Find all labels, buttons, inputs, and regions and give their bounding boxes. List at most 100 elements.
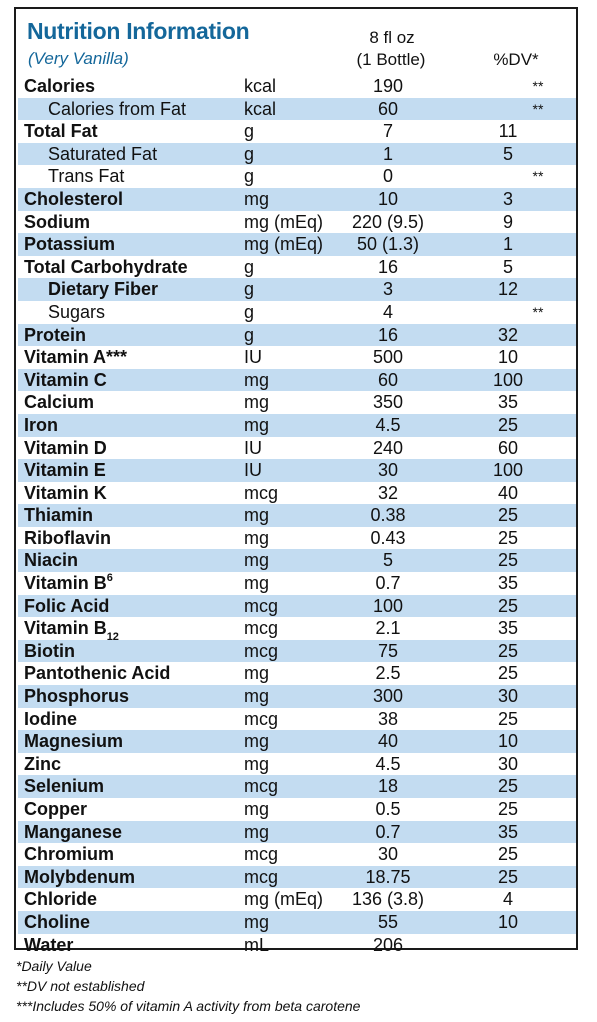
nutrient-unit: mcg	[244, 844, 279, 865]
table-row: Protein g 16 32	[18, 323, 576, 347]
table-row: Vitamin K mcg 32 40	[18, 482, 576, 505]
nutrition-panel: Nutrition Information (Very Vanilla) 8 f…	[14, 7, 578, 955]
nutrient-amount: 30	[377, 460, 399, 481]
nutrient-name: Iron	[24, 414, 58, 435]
nutrient-unit: mcg	[244, 595, 279, 616]
nutrient-daily-value: 30	[497, 753, 519, 774]
nutrient-unit: mcg	[244, 482, 279, 503]
table-row: Chloride mg (mEq) 136 (3.8) 4	[18, 888, 576, 911]
nutrient-name: Pantothenic Acid	[24, 663, 171, 684]
nutrient-amount: 190	[372, 76, 404, 96]
nutrient-amount: 2.1	[375, 618, 401, 639]
table-row: Niacin mg 5 25	[18, 549, 576, 573]
table-row: Vitamin B6 mg 0.7 35	[18, 572, 576, 595]
nutrient-daily-value: 35	[497, 392, 519, 413]
nutrient-unit: mg	[244, 686, 270, 707]
nutrient-unit: mg	[244, 527, 270, 548]
table-row: Vitamin D IU 240 60	[18, 437, 576, 460]
nutrient-daily-value: 25	[497, 595, 519, 616]
nutrient-name: Cholesterol	[24, 188, 124, 209]
nutrient-amount: 206	[372, 934, 404, 955]
nutrient-name: Sodium	[24, 211, 90, 232]
nutrient-unit: mg	[244, 731, 270, 752]
nutrient-daily-value: 25	[497, 708, 519, 729]
table-row: Iodine mcg 38 25	[18, 708, 576, 731]
nutrient-daily-value: 25	[497, 663, 519, 684]
nutrient-unit: mcg	[244, 640, 279, 661]
nutrient-amount: 7	[382, 121, 393, 142]
nutrient-name: Total Carbohydrate	[24, 256, 188, 277]
nutrient-unit: mcg	[244, 618, 279, 639]
nutrient-name: Sugars	[48, 301, 106, 322]
table-row: Vitamin B12 mcg 2.1 35	[18, 617, 576, 643]
table-row: Calories from Fat kcal 60 **	[18, 97, 576, 121]
nutrient-amount: 0.38	[370, 505, 406, 526]
nutrient-name: Vitamin B6	[24, 572, 113, 594]
nutrient-daily-value: 25	[497, 799, 519, 819]
nutrient-name: Vitamin A***	[24, 347, 128, 368]
nutrient-amount: 0.5	[375, 799, 401, 819]
table-row: Saturated Fat g 1 5	[18, 142, 576, 166]
nutrient-daily-value: 25	[497, 550, 519, 571]
nutrient-name: Trans Fat	[48, 166, 125, 187]
nutrient-amount: 55	[377, 911, 399, 932]
table-row: Vitamin A*** IU 500 10	[18, 346, 576, 369]
nutrient-unit: g	[244, 256, 255, 277]
nutrient-daily-value: 25	[497, 414, 519, 435]
nutrient-amount: 0.7	[375, 821, 401, 842]
nutrient-amount: 4	[382, 301, 393, 322]
nutrient-name: Vitamin K	[24, 482, 107, 503]
nutrient-unit: IU	[244, 460, 262, 481]
nutrient-amount: 4.5	[375, 753, 401, 774]
nutrient-amount: 50 (1.3)	[356, 234, 420, 255]
nutrient-amount: 3	[382, 279, 393, 300]
table-row: Cholesterol mg 10 3	[18, 187, 576, 211]
table-row: Pantothenic Acid mg 2.5 25	[18, 662, 576, 685]
nutrient-amount: 0.43	[370, 527, 406, 548]
nutrient-daily-value: 4	[502, 889, 513, 910]
table-row: Sugars g 4 **	[18, 301, 576, 324]
nutrient-name: Calories	[24, 76, 96, 96]
nutrient-daily-value: **	[532, 168, 544, 185]
nutrient-unit: g	[244, 121, 255, 142]
nutrient-amount: 4.5	[375, 414, 401, 435]
table-row: Copper mg 0.5 25	[18, 798, 576, 821]
nutrient-unit: mg	[244, 392, 270, 413]
nutrient-unit: mg	[244, 911, 270, 932]
table-row: Magnesium mg 40 10	[18, 730, 576, 753]
nutrient-name: Thiamin	[24, 505, 94, 526]
nutrient-daily-value: 3	[502, 188, 513, 209]
nutrient-name: Choline	[24, 911, 90, 932]
nutrient-daily-value: 5	[502, 143, 513, 164]
nutrient-unit: g	[244, 279, 255, 300]
nutrient-unit: mg	[244, 188, 270, 209]
nutrient-amount: 0.7	[375, 573, 401, 594]
nutrient-unit: mg	[244, 663, 270, 684]
nutrient-amount: 2.5	[375, 663, 401, 684]
nutrient-name: Riboflavin	[24, 527, 112, 548]
nutrient-name: Molybdenum	[24, 866, 135, 887]
table-row: Choline mg 55 10	[18, 910, 576, 934]
nutrient-daily-value: 5	[502, 256, 513, 277]
table-row: Folic Acid mcg 100 25	[18, 594, 576, 618]
nutrient-unit: IU	[244, 437, 262, 458]
nutrient-amount: 30	[377, 844, 399, 865]
table-row: Thiamin mg 0.38 25	[18, 504, 576, 527]
serving-size-line2: (1 Bottle)	[356, 50, 426, 69]
nutrient-amount: 60	[377, 369, 399, 390]
nutrient-daily-value: 35	[497, 573, 519, 594]
nutrient-amount: 220 (9.5)	[351, 211, 425, 232]
nutrient-daily-value: 25	[497, 776, 519, 797]
nutrient-daily-value: 25	[497, 527, 519, 548]
nutrient-daily-value: **	[532, 303, 544, 320]
nutrient-daily-value: 32	[497, 324, 519, 345]
nutrient-name: Manganese	[24, 821, 123, 842]
table-row: Selenium mcg 18 25	[18, 775, 576, 798]
nutrient-subscript: 6	[106, 572, 113, 585]
nutrient-amount: 16	[377, 256, 399, 277]
nutrient-amount: 18	[377, 776, 399, 797]
table-row: Vitamin C mg 60 100	[18, 368, 576, 392]
nutrient-unit: mg	[244, 550, 270, 571]
nutrient-name: Protein	[24, 324, 87, 345]
nutrient-name: Biotin	[24, 640, 75, 661]
